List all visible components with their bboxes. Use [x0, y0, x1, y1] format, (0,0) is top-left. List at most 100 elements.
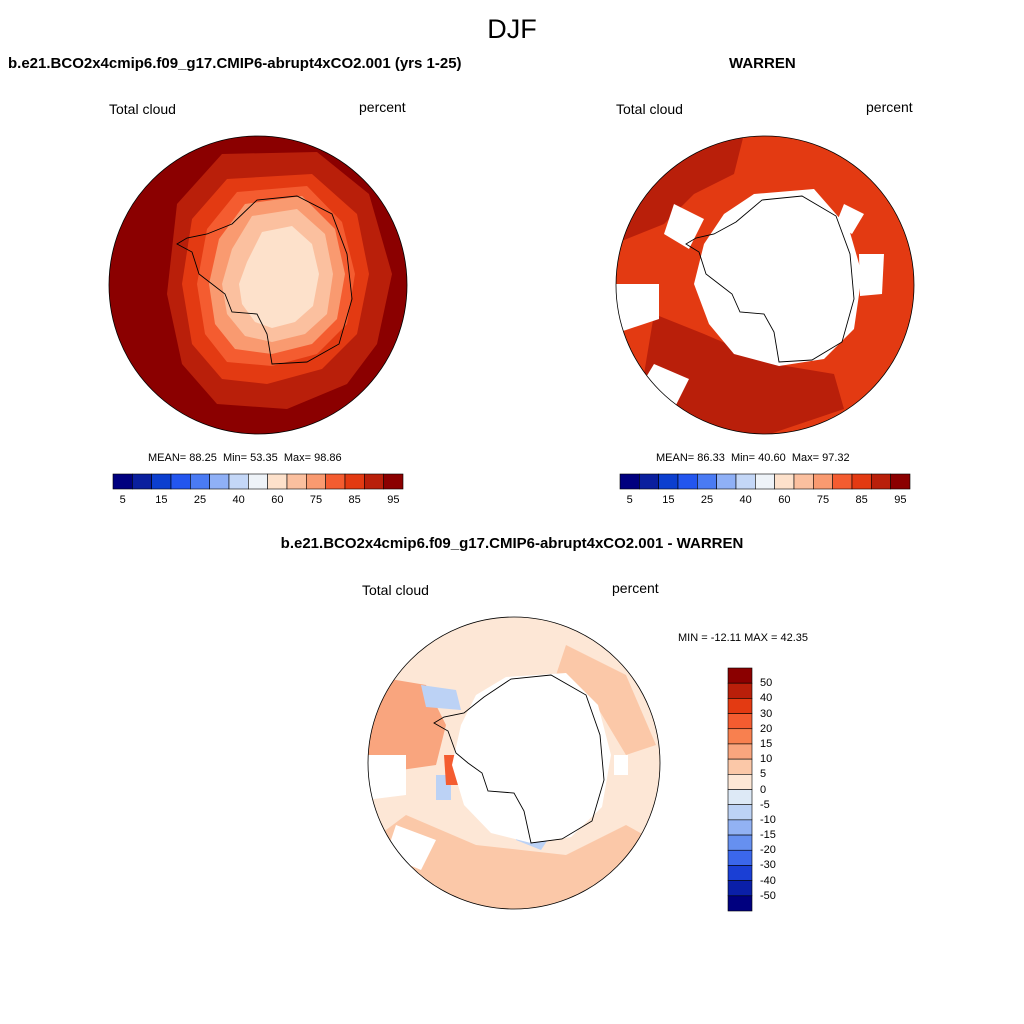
colorbar-3-box-4: [727, 728, 753, 745]
colorbar-1-box-2: [151, 473, 172, 490]
antarctica-coastline: [433, 674, 605, 844]
colorbar-3-tick-label: -5: [760, 798, 770, 811]
colorbar-1-box-12: [344, 473, 365, 490]
field-region-warm-south: [368, 815, 660, 909]
colorbar-3-box-12: [727, 849, 753, 866]
colorbar-1-box-1: [132, 473, 152, 490]
panel-2-units: percent: [866, 99, 913, 115]
colorbar-1-box-9: [286, 473, 307, 490]
colorbar-2-box-4: [697, 473, 717, 490]
panel-3-colorbar: [727, 667, 753, 912]
colorbar-1-tick-label: 25: [193, 494, 207, 506]
field-region-cool-northwest: [421, 685, 461, 710]
colorbar-3-tick-label: 15: [760, 737, 773, 750]
field-region-missing-northwest: [664, 204, 704, 249]
map-boundary: [367, 616, 661, 910]
colorbar-3-box-11: [727, 834, 753, 851]
panel-2-variable: Total cloud: [616, 101, 683, 117]
colorbar-2-tick-label: 5: [626, 494, 633, 506]
panel-3-title: b.e21.BCO2x4cmip6.f09_g17.CMIP6-abrupt4x…: [280, 535, 744, 552]
colorbar-3-box-2: [727, 698, 753, 714]
colorbar-1-tick-label: 5: [119, 494, 126, 506]
panel-1-units: percent: [359, 99, 406, 115]
colorbar-2-tick-label: 60: [778, 494, 791, 506]
colorbar-1-box-7: [248, 473, 268, 490]
colorbar-2-box-2: [658, 473, 679, 490]
colorbar-2-tick-label: 40: [739, 494, 752, 506]
colorbar-3-tick-label: -20: [760, 844, 776, 857]
field-region-missing-east: [859, 254, 884, 296]
colorbar-1-box-13: [364, 473, 384, 490]
colorbar-1-tick-label: 40: [232, 494, 245, 506]
colorbar-3-tick-label: 40: [760, 692, 773, 705]
colorbar-2-tick-label: 75: [816, 494, 830, 506]
panel-1-variable: Total cloud: [109, 101, 176, 117]
colorbar-3-box-13: [727, 865, 753, 881]
colorbar-3-tick-label: 10: [760, 753, 773, 766]
panel-2-colorbar: [619, 473, 911, 490]
field-region-missing-southwest: [639, 364, 689, 409]
colorbar-1-tick-label: 15: [155, 494, 168, 506]
colorbar-3-box-5: [727, 743, 753, 760]
antarctica-coastline: [685, 195, 855, 363]
panel-1-stats: MEAN= 88.25 Min= 53.35 Max= 98.86: [148, 452, 342, 464]
colorbar-2-box-3: [677, 473, 698, 490]
colorbar-1-box-3: [170, 473, 191, 490]
colorbar-3-tick-label: -30: [760, 859, 776, 872]
colorbar-3-box-6: [727, 758, 753, 775]
colorbar-3-tick-label: -10: [760, 813, 776, 826]
colorbar-2-box-11: [832, 473, 853, 490]
panel-1-colorbar-ticks: 5 15 25 40 60 75 85 95: [113, 494, 403, 508]
panel-1-title: b.e21.BCO2x4cmip6.f09_g17.CMIP6-abrupt4x…: [8, 55, 462, 72]
colorbar-2-box-9: [793, 473, 814, 490]
colorbar-3-box-1: [727, 682, 753, 699]
colorbar-2-box-13: [871, 473, 891, 490]
colorbar-1-box-6: [228, 473, 249, 490]
colorbar-3-box-0: [727, 667, 753, 684]
colorbar-1-tick-label: 85: [348, 494, 361, 506]
panel-1-colorbar: [112, 473, 404, 490]
figure-title: DJF: [487, 14, 537, 44]
colorbar-1-box-11: [325, 473, 346, 490]
colorbar-3-box-8: [727, 789, 753, 805]
field-region-missing-interior: [694, 189, 862, 366]
colorbar-2-box-14: [890, 473, 911, 490]
colorbar-1-box-5: [209, 473, 230, 490]
colorbar-2-box-0: [619, 473, 640, 490]
colorbar-3-box-14: [727, 880, 753, 897]
colorbar-3-tick-label: 5: [760, 768, 767, 781]
colorbar-3-tick-label: -15: [760, 829, 776, 842]
panel-3-map: [367, 616, 661, 910]
panel-3-variable: Total cloud: [362, 582, 429, 598]
colorbar-2-box-10: [813, 473, 833, 490]
field-region-dark-south: [644, 314, 844, 434]
field-region-missing-interior: [452, 673, 611, 843]
colorbar-1-tick-label: 95: [387, 494, 400, 506]
colorbar-3-tick-label: 30: [760, 707, 773, 720]
colorbar-2-box-5: [716, 473, 737, 490]
field-region-missing-west: [616, 284, 659, 334]
colorbar-3-box-10: [727, 819, 753, 836]
colorbar-1-box-4: [190, 473, 210, 490]
colorbar-3-tick-label: -50: [760, 889, 776, 902]
colorbar-1-tick-label: 75: [309, 494, 323, 506]
antarctica-coastline: [176, 195, 353, 365]
colorbar-3-tick-label: 50: [760, 677, 773, 690]
panel-3-stats: MIN = -12.11 MAX = 42.35: [678, 632, 809, 644]
panel-2-map: [615, 135, 915, 435]
map-boundary: [615, 135, 915, 435]
colorbar-2-tick-label: 95: [894, 494, 907, 506]
panel-3-units: percent: [612, 580, 659, 596]
colorbar-1-tick-label: 60: [271, 494, 284, 506]
field-region-warm-northeast: [556, 645, 656, 755]
field-region-missing-east: [614, 755, 628, 775]
field-region-missing-west: [368, 755, 406, 800]
colorbar-2-box-7: [755, 473, 775, 490]
colorbar-3-box-7: [727, 774, 753, 790]
colorbar-1-box-0: [112, 473, 133, 490]
colorbar-3-box-3: [727, 713, 753, 730]
panel-2-title: WARREN: [729, 55, 796, 72]
colorbar-2-tick-label: 15: [662, 494, 675, 506]
colorbar-1-box-14: [383, 473, 404, 490]
colorbar-2-box-12: [851, 473, 872, 490]
